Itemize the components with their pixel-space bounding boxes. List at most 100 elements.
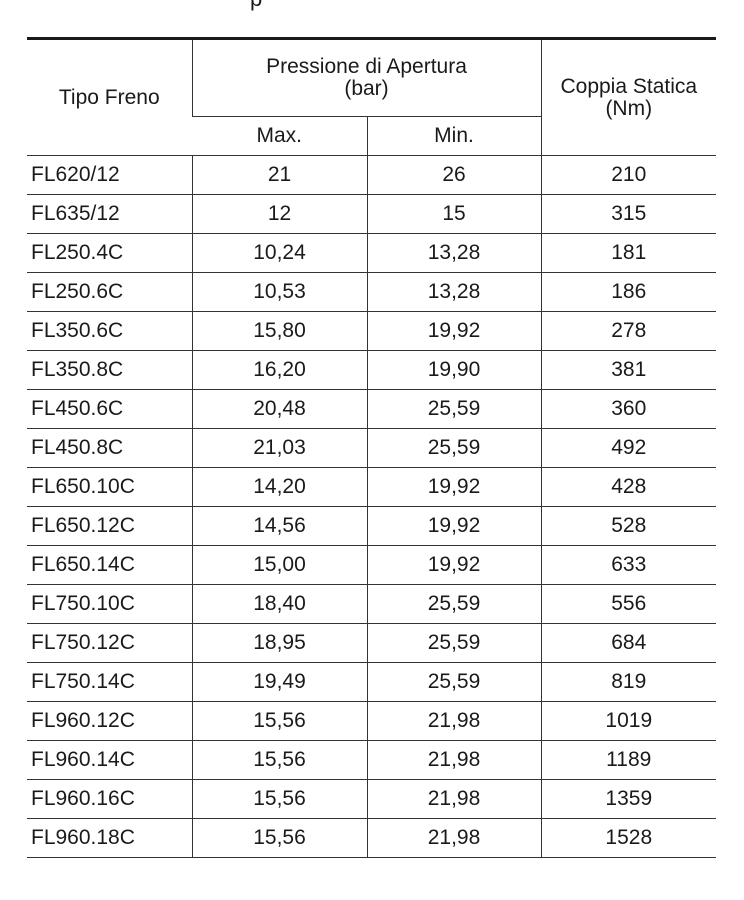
cell-coppia-statica: 381 xyxy=(540,350,717,390)
cell-pressione-max: 21 xyxy=(191,155,367,195)
table-row: FL960.18C 15,56 21,98 1528 xyxy=(27,818,717,858)
cell-pressione-max: 14,56 xyxy=(191,506,367,546)
cell-tipo-freno: FL960.12C xyxy=(27,701,192,741)
cell-coppia-statica: 492 xyxy=(540,428,717,468)
cell-tipo-freno: FL450.6C xyxy=(27,389,192,429)
cell-coppia-statica: 210 xyxy=(540,155,717,195)
cell-pressione-min: 25,59 xyxy=(366,623,542,663)
cell-pressione-max: 15,56 xyxy=(191,740,367,780)
cell-pressione-min: 21,98 xyxy=(366,701,542,741)
table-row: FL620/12 21 26 210 xyxy=(27,155,717,195)
table-row: FL650.10C 14,20 19,92 428 xyxy=(27,467,717,507)
header-max: Max. xyxy=(192,116,367,156)
cell-pressione-min: 19,92 xyxy=(366,506,542,546)
cell-tipo-freno: FL750.12C xyxy=(27,623,192,663)
cell-pressione-max: 10,24 xyxy=(191,233,367,273)
header-pressione-apertura: Pressione di Apertura (bar) xyxy=(191,37,542,117)
cell-pressione-max: 18,95 xyxy=(191,623,367,663)
table-row: FL350.6C 15,80 19,92 278 xyxy=(27,311,717,351)
cell-coppia-statica: 819 xyxy=(540,662,717,702)
table-row: FL250.4C 10,24 13,28 181 xyxy=(27,233,717,273)
cell-coppia-statica: 684 xyxy=(540,623,717,663)
cell-pressione-min: 25,59 xyxy=(366,428,542,468)
cell-tipo-freno: FL350.8C xyxy=(27,350,192,390)
cell-coppia-statica: 1528 xyxy=(540,818,717,858)
cell-pressione-min: 26 xyxy=(366,155,542,195)
cut-off-text: p xyxy=(250,0,262,12)
cell-pressione-max: 15,56 xyxy=(191,701,367,741)
cell-pressione-min: 25,59 xyxy=(366,662,542,702)
cell-pressione-max: 12 xyxy=(191,194,367,234)
cell-pressione-max: 18,40 xyxy=(191,584,367,624)
header-pressione-line2: (bar) xyxy=(344,77,389,100)
cell-pressione-max: 16,20 xyxy=(191,350,367,390)
header-coppia-line2: (Nm) xyxy=(605,96,653,120)
table-row: FL750.10C 18,40 25,59 556 xyxy=(27,584,717,624)
table-row: FL960.12C 15,56 21,98 1019 xyxy=(27,701,717,741)
brake-spec-table: Tipo Freno Pressione di Apertura (bar) C… xyxy=(27,37,717,858)
cell-pressione-max: 15,00 xyxy=(191,545,367,585)
cell-tipo-freno: FL635/12 xyxy=(27,194,192,234)
cell-pressione-min: 21,98 xyxy=(366,740,542,780)
table-row: FL350.8C 16,20 19,90 381 xyxy=(27,350,717,390)
cell-pressione-min: 25,59 xyxy=(366,584,542,624)
header-tipo-freno: Tipo Freno xyxy=(27,37,192,156)
table-row: FL750.12C 18,95 25,59 684 xyxy=(27,623,717,663)
cell-coppia-statica: 633 xyxy=(540,545,717,585)
table-row: FL635/12 12 15 315 xyxy=(27,194,717,234)
table-row: FL450.6C 20,48 25,59 360 xyxy=(27,389,717,429)
cell-pressione-min: 19,92 xyxy=(366,311,542,351)
cell-pressione-max: 10,53 xyxy=(191,272,367,312)
cell-coppia-statica: 181 xyxy=(540,233,717,273)
cell-pressione-max: 15,56 xyxy=(191,779,367,819)
cell-pressione-max: 20,48 xyxy=(191,389,367,429)
cell-pressione-min: 13,28 xyxy=(366,233,542,273)
cell-tipo-freno: FL750.14C xyxy=(27,662,192,702)
cell-coppia-statica: 1359 xyxy=(540,779,717,819)
table-header: Tipo Freno Pressione di Apertura (bar) C… xyxy=(27,37,717,156)
header-coppia-line1: Coppia Statica xyxy=(560,74,698,98)
cell-tipo-freno: FL960.18C xyxy=(27,818,192,858)
header-coppia-statica: Coppia Statica (Nm) xyxy=(540,37,717,156)
cell-pressione-max: 14,20 xyxy=(191,467,367,507)
cell-pressione-max: 21,03 xyxy=(191,428,367,468)
cell-pressione-min: 15 xyxy=(366,194,542,234)
cell-pressione-max: 15,56 xyxy=(191,818,367,858)
table-row: FL250.6C 10,53 13,28 186 xyxy=(27,272,717,312)
cell-pressione-min: 19,92 xyxy=(366,467,542,507)
cell-coppia-statica: 556 xyxy=(540,584,717,624)
table-row: FL960.16C 15,56 21,98 1359 xyxy=(27,779,717,819)
cell-pressione-min: 19,90 xyxy=(366,350,542,390)
table-body: FL620/12 21 26 210 FL635/12 12 15 315 FL250.4C 10… xyxy=(27,155,717,858)
table-row: FL750.14C 19,49 25,59 819 xyxy=(27,662,717,702)
cell-tipo-freno: FL650.14C xyxy=(27,545,192,585)
cell-coppia-statica: 1189 xyxy=(540,740,717,780)
cell-tipo-freno: FL960.14C xyxy=(27,740,192,780)
cell-tipo-freno: FL350.6C xyxy=(27,311,192,351)
cell-coppia-statica: 360 xyxy=(540,389,717,429)
cell-pressione-min: 13,28 xyxy=(366,272,542,312)
cell-tipo-freno: FL650.12C xyxy=(27,506,192,546)
header-pressione-line1: Pressione di Apertura xyxy=(266,55,467,78)
cell-tipo-freno: FL650.10C xyxy=(27,467,192,507)
cell-coppia-statica: 315 xyxy=(540,194,717,234)
table-row: FL650.14C 15,00 19,92 633 xyxy=(27,545,717,585)
cell-tipo-freno: FL250.6C xyxy=(27,272,192,312)
cell-coppia-statica: 428 xyxy=(540,467,717,507)
cell-tipo-freno: FL250.4C xyxy=(27,233,192,273)
cell-pressione-min: 21,98 xyxy=(366,779,542,819)
header-min: Min. xyxy=(366,116,542,156)
cell-tipo-freno: FL750.10C xyxy=(27,584,192,624)
cell-tipo-freno: FL620/12 xyxy=(27,155,192,195)
cell-coppia-statica: 186 xyxy=(540,272,717,312)
cell-coppia-statica: 1019 xyxy=(540,701,717,741)
cell-pressione-min: 25,59 xyxy=(366,389,542,429)
cell-pressione-max: 19,49 xyxy=(191,662,367,702)
cell-tipo-freno: FL960.16C xyxy=(27,779,192,819)
cell-pressione-min: 21,98 xyxy=(366,818,542,858)
cell-tipo-freno: FL450.8C xyxy=(27,428,192,468)
cell-pressione-max: 15,80 xyxy=(191,311,367,351)
cell-pressione-min: 19,92 xyxy=(366,545,542,585)
cell-coppia-statica: 278 xyxy=(540,311,717,351)
table-row: FL450.8C 21,03 25,59 492 xyxy=(27,428,717,468)
